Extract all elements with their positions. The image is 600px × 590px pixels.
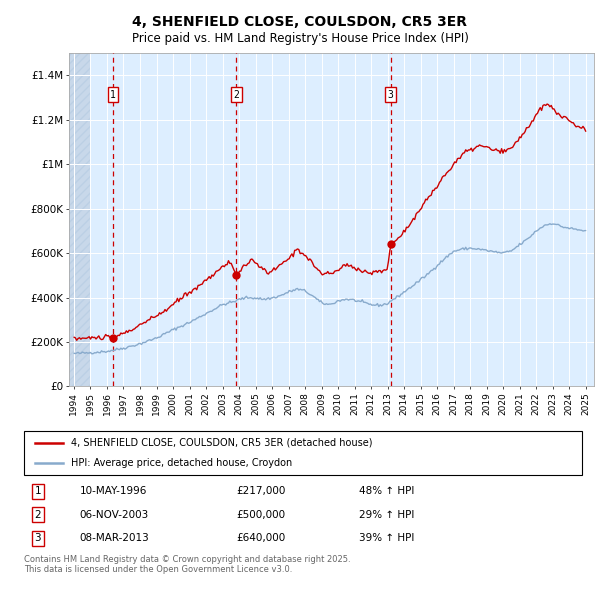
Text: 4, SHENFIELD CLOSE, COULSDON, CR5 3ER: 4, SHENFIELD CLOSE, COULSDON, CR5 3ER: [133, 15, 467, 29]
Bar: [69, 53, 91, 386]
Text: 48% ↑ HPI: 48% ↑ HPI: [359, 486, 414, 496]
Bar: [69, 53, 91, 386]
Text: 2: 2: [233, 90, 239, 100]
Text: 2: 2: [35, 510, 41, 520]
Text: 1: 1: [110, 90, 116, 100]
Text: 1: 1: [35, 486, 41, 496]
Text: 3: 3: [35, 533, 41, 543]
Text: 39% ↑ HPI: 39% ↑ HPI: [359, 533, 414, 543]
Text: Contains HM Land Registry data © Crown copyright and database right 2025.
This d: Contains HM Land Registry data © Crown c…: [24, 555, 350, 574]
Text: 08-MAR-2013: 08-MAR-2013: [80, 533, 149, 543]
FancyBboxPatch shape: [24, 431, 582, 475]
Text: 06-NOV-2003: 06-NOV-2003: [80, 510, 149, 520]
Text: 4, SHENFIELD CLOSE, COULSDON, CR5 3ER (detached house): 4, SHENFIELD CLOSE, COULSDON, CR5 3ER (d…: [71, 438, 373, 448]
Text: £217,000: £217,000: [236, 486, 286, 496]
Text: HPI: Average price, detached house, Croydon: HPI: Average price, detached house, Croy…: [71, 458, 293, 468]
Text: Price paid vs. HM Land Registry's House Price Index (HPI): Price paid vs. HM Land Registry's House …: [131, 32, 469, 45]
Text: 10-MAY-1996: 10-MAY-1996: [80, 486, 147, 496]
Text: 29% ↑ HPI: 29% ↑ HPI: [359, 510, 414, 520]
Text: £500,000: £500,000: [236, 510, 285, 520]
Text: 3: 3: [388, 90, 394, 100]
Text: £640,000: £640,000: [236, 533, 285, 543]
